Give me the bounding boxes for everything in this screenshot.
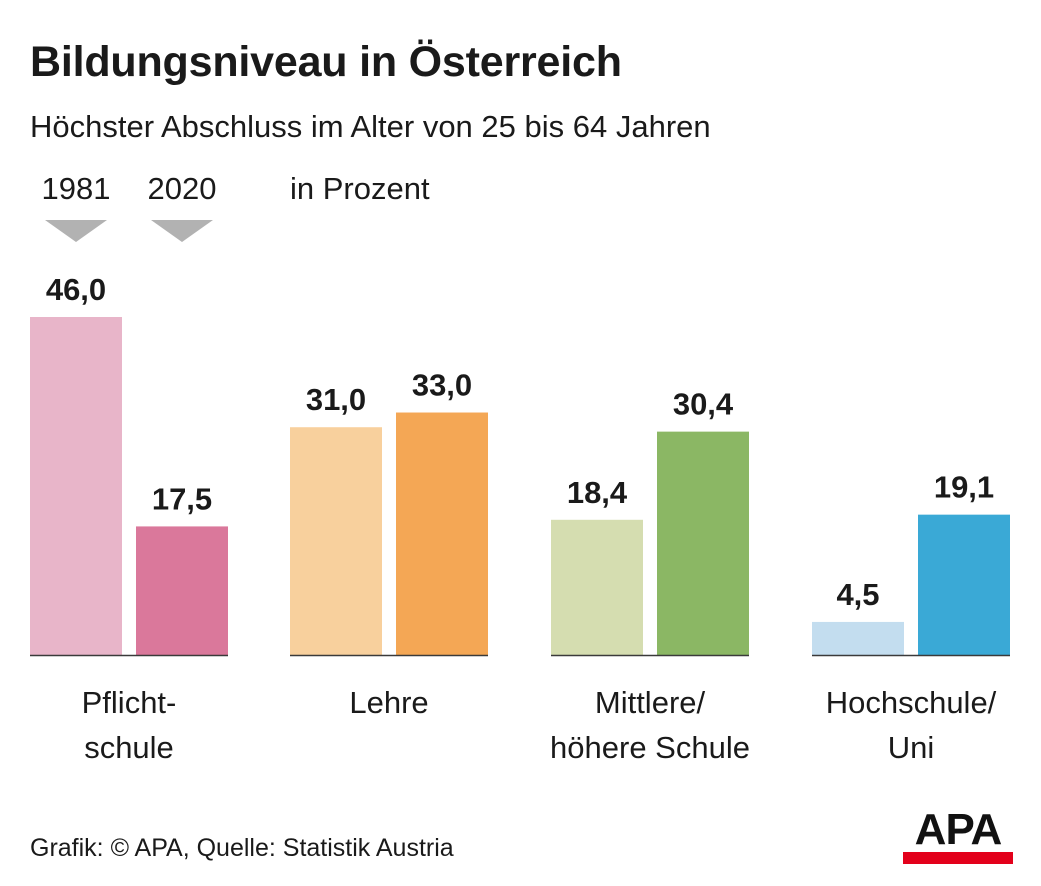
value-label-1981-2: 18,4: [567, 475, 628, 510]
legend-arrow-1981-icon: [45, 220, 107, 242]
value-label-2020-1: 33,0: [412, 368, 472, 403]
bar-1981-1: [290, 427, 382, 655]
source-note: Grafik: © APA, Quelle: Statistik Austria: [30, 834, 454, 862]
legend-label-2020: 2020: [147, 171, 217, 206]
apa-logo-bar: [903, 852, 1013, 864]
value-label-1981-1: 31,0: [306, 382, 366, 417]
category-label-2-line-0: Mittlere/: [595, 685, 706, 720]
category-label-0-line-0: Pflicht-: [82, 685, 177, 720]
category-label-3-line-1: Uni: [888, 730, 935, 765]
bar-1981-3: [812, 621, 904, 655]
unit-label: in Prozent: [290, 171, 430, 206]
bar-2020-1: [396, 412, 488, 655]
category-label-1-line-0: Lehre: [349, 685, 428, 720]
category-label-2-line-1: höhere Schule: [550, 730, 750, 765]
bar-2020-0: [136, 526, 228, 655]
chart-title: Bildungsniveau in Österreich: [30, 38, 622, 86]
chart-subtitle: Höchster Abschluss im Alter von 25 bis 6…: [30, 109, 711, 144]
value-label-2020-0: 17,5: [152, 481, 212, 516]
bar-1981-0: [30, 317, 122, 655]
apa-logo-text: APA: [914, 805, 1003, 854]
bar-2020-3: [918, 514, 1010, 655]
legend-arrow-2020-icon: [151, 220, 213, 242]
value-label-1981-3: 4,5: [836, 577, 879, 612]
category-label-0-line-1: schule: [84, 730, 174, 765]
apa-logo: APA: [903, 808, 1013, 864]
bar-2020-2: [657, 431, 749, 655]
value-label-2020-2: 30,4: [673, 387, 734, 422]
bar-chart: 46,0 17,5 Pflicht-schule 31,0 33,0 Lehre 18,4 3…: [30, 272, 1010, 765]
value-label-2020-3: 19,1: [934, 470, 994, 505]
bar-1981-2: [551, 519, 643, 655]
category-label-3-line-0: Hochschule/: [826, 685, 997, 720]
legend-label-1981: 1981: [41, 171, 111, 206]
value-label-1981-0: 46,0: [46, 272, 106, 307]
